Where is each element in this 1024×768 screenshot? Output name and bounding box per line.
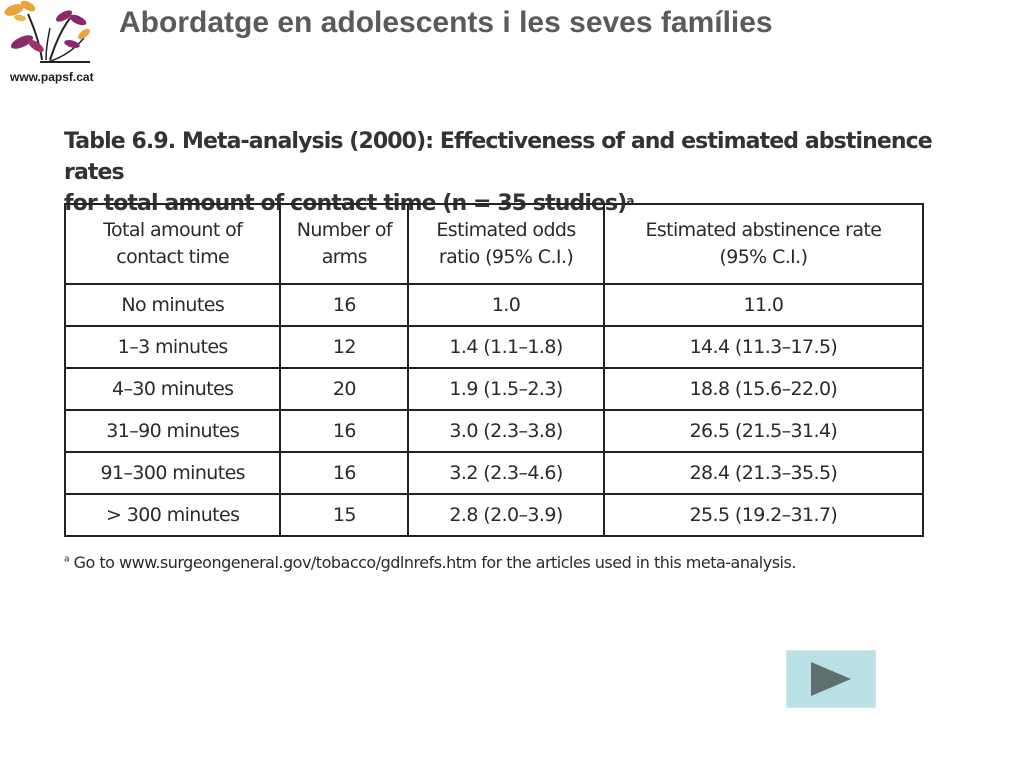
cell-arms: 16 bbox=[279, 451, 410, 495]
header-odds-ratio: Estimated odds ratio (95% C.I.) bbox=[407, 203, 605, 285]
papsf-logo: www.papsf.cat bbox=[0, 0, 112, 90]
table-row: 31–90 minutes 16 3.0 (2.3–3.8) 26.5 (21.… bbox=[63, 409, 925, 453]
cell-odds-ratio: 1.9 (1.5–2.3) bbox=[407, 367, 605, 411]
contact-time-table: Total amount of contact time Number of arm… bbox=[63, 203, 925, 537]
table-footnote: a Go to www.surgeongeneral.gov/tobacco/g… bbox=[64, 553, 796, 572]
cell-abstinence-rate: 25.5 (19.2–31.7) bbox=[602, 493, 925, 537]
cell-odds-ratio: 1.4 (1.1–1.8) bbox=[407, 325, 605, 369]
cell-odds-ratio: 2.8 (2.0–3.9) bbox=[407, 493, 605, 537]
next-slide-button[interactable] bbox=[786, 650, 876, 708]
cell-odds-ratio: 3.2 (2.3–4.6) bbox=[407, 451, 605, 495]
cell-abstinence-rate: 14.4 (11.3–17.5) bbox=[602, 325, 925, 369]
cell-abstinence-rate: 26.5 (21.5–31.4) bbox=[602, 409, 925, 453]
cell-contact-time: > 300 minutes bbox=[63, 493, 282, 537]
table-row: 91–300 minutes 16 3.2 (2.3–4.6) 28.4 (21… bbox=[63, 451, 925, 495]
logo-url-text: www.papsf.cat bbox=[10, 70, 94, 84]
header-number-of-arms: Number of arms bbox=[279, 203, 410, 285]
cell-arms: 16 bbox=[279, 409, 410, 453]
cell-contact-time: 1–3 minutes bbox=[63, 325, 282, 369]
cell-contact-time: 31–90 minutes bbox=[63, 409, 282, 453]
table-row: > 300 minutes 15 2.8 (2.0–3.9) 25.5 (19.… bbox=[63, 493, 925, 537]
table-row: No minutes 16 1.0 11.0 bbox=[63, 283, 925, 327]
flower-logo-icon bbox=[4, 0, 90, 63]
footnote-marker: a bbox=[64, 554, 70, 565]
cell-contact-time: 4–30 minutes bbox=[63, 367, 282, 411]
cell-odds-ratio: 3.0 (2.3–3.8) bbox=[407, 409, 605, 453]
table-caption-line-1: Table 6.9. Meta-analysis (2000): Effecti… bbox=[64, 129, 933, 185]
table-row: 4–30 minutes 20 1.9 (1.5–2.3) 18.8 (15.6… bbox=[63, 367, 925, 411]
cell-contact-time: 91–300 minutes bbox=[63, 451, 282, 495]
table-row: 1–3 minutes 12 1.4 (1.1–1.8) 14.4 (11.3–… bbox=[63, 325, 925, 369]
cell-abstinence-rate: 28.4 (21.3–35.5) bbox=[602, 451, 925, 495]
cell-arms: 16 bbox=[279, 283, 410, 327]
cell-contact-time: No minutes bbox=[63, 283, 282, 327]
cell-arms: 20 bbox=[279, 367, 410, 411]
header-abstinence-rate: Estimated abstinence rate (95% C.I.) bbox=[602, 203, 925, 285]
footnote-text: Go to www.surgeongeneral.gov/tobacco/gdl… bbox=[69, 553, 797, 572]
caption-footnote-marker: a bbox=[626, 194, 634, 208]
cell-arms: 15 bbox=[279, 493, 410, 537]
cell-arms: 12 bbox=[279, 325, 410, 369]
header-contact-time: Total amount of contact time bbox=[63, 203, 282, 285]
play-triangle-icon bbox=[811, 662, 851, 696]
cell-abstinence-rate: 11.0 bbox=[602, 283, 925, 327]
cell-abstinence-rate: 18.8 (15.6–22.0) bbox=[602, 367, 925, 411]
slide-title: Abordatge en adolescents i les seves fam… bbox=[119, 6, 773, 39]
table-header-row: Total amount of contact time Number of arm… bbox=[63, 203, 925, 285]
cell-odds-ratio: 1.0 bbox=[407, 283, 605, 327]
